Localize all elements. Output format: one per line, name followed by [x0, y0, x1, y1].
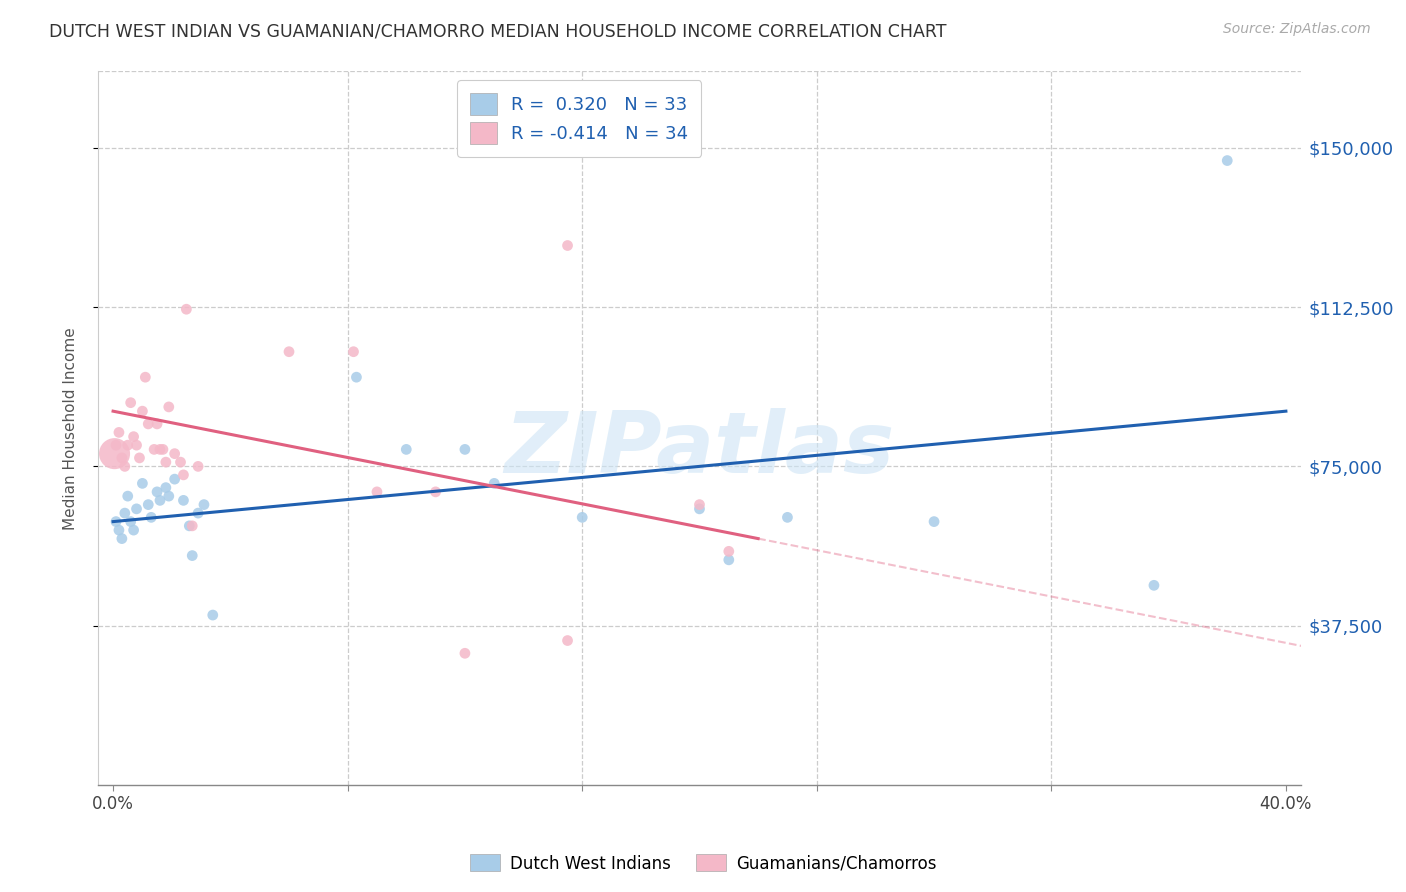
Point	[717, 544, 740, 558]
Point	[125, 501, 148, 516]
Legend: R =  0.320   N = 33, R = -0.414   N = 34: R = 0.320 N = 33, R = -0.414 N = 34	[457, 80, 702, 157]
Point	[157, 400, 180, 414]
Point	[346, 370, 368, 384]
Point	[155, 455, 177, 469]
Point	[557, 238, 579, 252]
Point	[557, 633, 579, 648]
Point	[201, 608, 224, 623]
Point	[187, 459, 209, 474]
Point	[278, 344, 301, 359]
Legend: Dutch West Indians, Guamanians/Chamorros: Dutch West Indians, Guamanians/Chamorros	[463, 847, 943, 880]
Point	[120, 395, 142, 409]
Point	[141, 510, 163, 524]
Point	[114, 459, 136, 474]
Point	[152, 442, 174, 457]
Point	[179, 519, 201, 533]
Point	[105, 438, 128, 452]
Point	[342, 344, 364, 359]
Point	[484, 476, 506, 491]
Point	[176, 302, 198, 317]
Point	[149, 493, 172, 508]
Point	[157, 489, 180, 503]
Y-axis label: Median Household Income: Median Household Income	[63, 326, 77, 530]
Point	[395, 442, 418, 457]
Point	[105, 515, 128, 529]
Point	[120, 515, 142, 529]
Point	[131, 476, 153, 491]
Point	[146, 417, 169, 431]
Point	[131, 404, 153, 418]
Point	[146, 484, 169, 499]
Point	[149, 442, 172, 457]
Point	[134, 370, 156, 384]
Point	[108, 523, 131, 537]
Point	[103, 447, 125, 461]
Point	[181, 519, 204, 533]
Point	[366, 484, 388, 499]
Text: Source: ZipAtlas.com: Source: ZipAtlas.com	[1223, 22, 1371, 37]
Point	[571, 510, 593, 524]
Point	[163, 447, 186, 461]
Point	[454, 646, 477, 660]
Point	[425, 484, 447, 499]
Point	[117, 438, 139, 452]
Point	[689, 498, 711, 512]
Point	[114, 506, 136, 520]
Point	[454, 442, 477, 457]
Point	[136, 417, 159, 431]
Point	[776, 510, 799, 524]
Point	[111, 450, 134, 465]
Point	[136, 498, 159, 512]
Point	[108, 425, 131, 440]
Point	[155, 481, 177, 495]
Point	[169, 455, 191, 469]
Point	[122, 430, 145, 444]
Point	[163, 472, 186, 486]
Point	[122, 523, 145, 537]
Point	[111, 532, 134, 546]
Point	[181, 549, 204, 563]
Point	[922, 515, 945, 529]
Point	[193, 498, 215, 512]
Point	[689, 501, 711, 516]
Point	[172, 493, 194, 508]
Point	[187, 506, 209, 520]
Point	[143, 442, 166, 457]
Point	[128, 450, 150, 465]
Point	[717, 553, 740, 567]
Point	[172, 467, 194, 482]
Point	[117, 489, 139, 503]
Point	[1216, 153, 1239, 168]
Text: ZIPatlas: ZIPatlas	[505, 408, 894, 491]
Point	[125, 438, 148, 452]
Point	[1143, 578, 1166, 592]
Text: DUTCH WEST INDIAN VS GUAMANIAN/CHAMORRO MEDIAN HOUSEHOLD INCOME CORRELATION CHAR: DUTCH WEST INDIAN VS GUAMANIAN/CHAMORRO …	[49, 22, 946, 40]
